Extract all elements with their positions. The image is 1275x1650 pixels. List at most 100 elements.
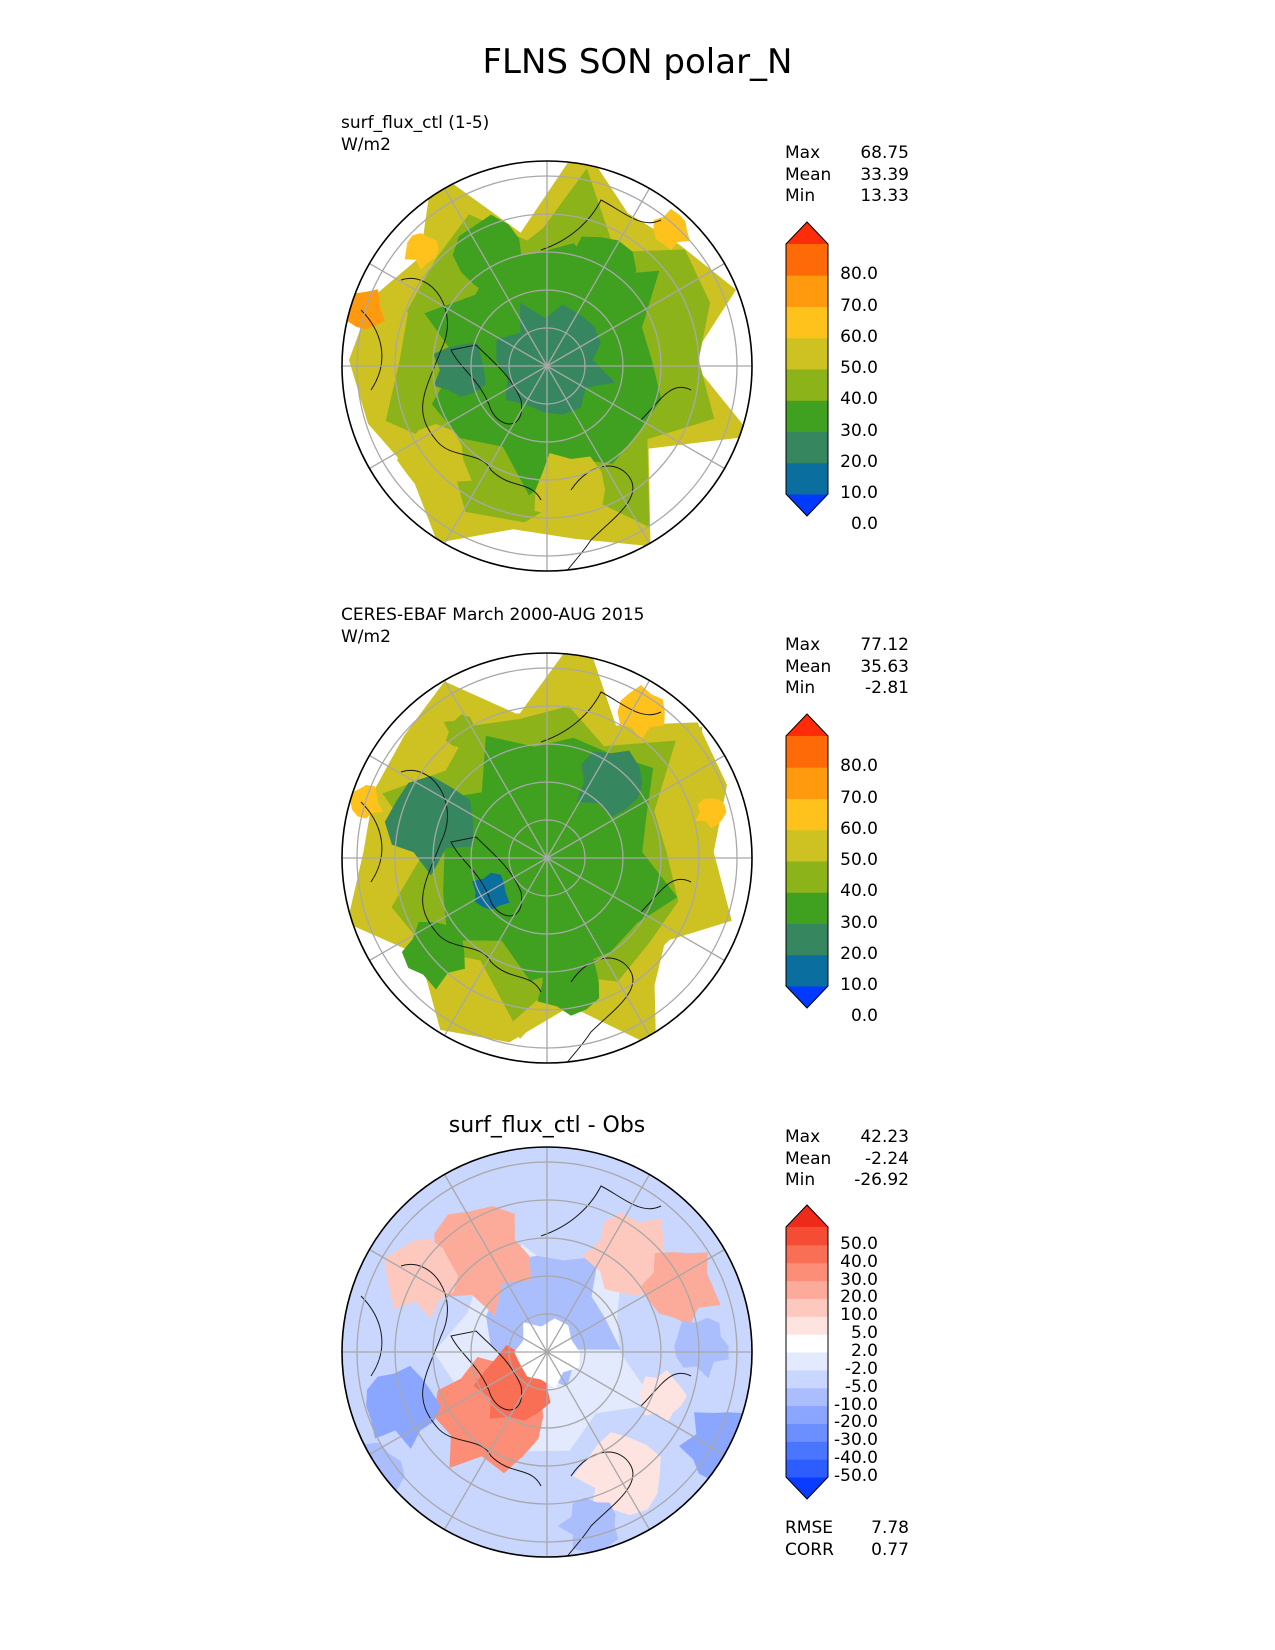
field-contour-fill [641,1252,721,1326]
colorbar-tick-label: 0.0 [850,1006,878,1027]
colorbar-segment [786,1316,828,1335]
field-contour-fill [557,1497,619,1552]
colorbar-tick-label: 80.0 [840,756,878,777]
panel-2-colorbar-labels: 80.0 70.0 60.0 50.0 40.0 30.0 20.0 10.0 0.0 [830,714,878,1026]
colorbar-tick-label: -5.0 [844,1376,878,1397]
colorbar-tick-label: 70.0 [840,295,878,316]
colorbar-tick-label: 70.0 [840,787,878,808]
colorbar-segment [786,923,828,956]
longitude-gridline [546,365,651,544]
colorbar-tick-label: 40.0 [840,1251,878,1272]
colorbar-tick-label: 10.0 [840,975,878,995]
stat-value: 13.33 [860,186,909,206]
longitude-gridline [546,365,725,470]
colorbar-tick-label: -50.0 [834,1466,878,1486]
panel-3-stats: Max 42.23 Mean -2.24 Min -26.92 [785,1127,909,1192]
stat-label: Min [785,186,816,206]
colorbar-segment [786,1459,828,1478]
stat-label: Mean [785,656,832,677]
colorbar-tick-label: 60.0 [840,818,878,839]
colorbar-segment [786,798,828,831]
longitude-gridline [546,857,651,1036]
coastline [360,801,383,883]
colorbar-tick-label: 10.0 [840,483,878,503]
colorbar-tick-label: -2.0 [844,1358,878,1379]
colorbar-extend-high [786,714,828,736]
colorbar-segment [786,462,828,495]
colorbar-segment [786,431,828,464]
colorbar-segment [786,1352,828,1371]
map-boundary [341,652,753,1064]
coastline [540,1185,662,1237]
longitude-gridline [546,754,725,859]
coastline [640,878,692,913]
stat-value: 35.63 [860,656,909,677]
field-contour-fill [582,1212,675,1296]
field-contour-fill [384,1238,459,1319]
stat-label: CORR [785,1539,834,1560]
colorbar-tick-label: 30.0 [840,420,878,441]
coastline [360,1295,383,1377]
colorbar-tick-label: 30.0 [840,1269,878,1290]
longitude-gridline [546,188,651,367]
field-contour-fill [433,1206,532,1316]
longitude-gridline [546,680,651,859]
field-contour-fill [639,1369,687,1423]
colorbar-tick-label: -40.0 [834,1448,878,1469]
longitude-gridline [546,1174,651,1353]
colorbar-segment [786,1262,828,1282]
panel-1-units-label: W/m2 [341,135,391,155]
stat-value: -2.81 [865,678,909,698]
field-contour-fill [366,1365,441,1449]
colorbar-segment [786,244,828,276]
longitude-gridline [443,1174,548,1353]
panel-3-title: surf_flux_ctl - Obs [448,1113,646,1138]
colorbar-tick-label: 20.0 [840,451,878,472]
coastline [360,309,383,391]
colorbar-tick-label: 10.0 [840,1305,878,1326]
longitude-gridline [369,262,548,367]
colorbar-segment [786,829,828,862]
colorbar-extend-low [786,1477,828,1499]
coastline [640,1372,692,1407]
panel-1-colorbar [785,221,829,517]
colorbar-segment [786,954,828,987]
coastline [540,691,662,743]
colorbar-tick-label: 30.0 [840,912,878,933]
panel-3-polar-map [341,1146,753,1558]
panel-2-units-label: W/m2 [341,627,391,647]
colorbar-tick-label: 80.0 [840,264,878,285]
figure-title: FLNS SON polar_N [482,42,793,82]
stat-value: 42.23 [860,1127,909,1147]
colorbar-extend-high [786,1205,828,1227]
stat-label: Min [785,1170,816,1190]
map-boundary [341,160,753,572]
colorbar-segment [786,1441,828,1460]
coastline [540,199,662,251]
colorbar-segment [786,861,828,893]
colorbar-tick-label: 2.0 [850,1341,878,1361]
field-contour-fill [653,208,690,251]
longitude-gridline [369,1248,548,1353]
stat-value: 33.39 [860,164,909,185]
field-contour-fill [566,236,637,312]
stat-value: 0.77 [871,1539,909,1560]
panel-3-colorbar-labels: 50.0 40.0 30.0 20.0 10.0 5.0 2.0 -2.0 -5.0 -10.0-… [830,1205,878,1499]
longitude-gridline [546,262,725,367]
colorbar-extend-high [786,222,828,244]
field-contour-fill [617,685,665,741]
stat-label: Mean [785,164,832,185]
longitude-gridline [369,365,548,470]
coastline [400,278,542,501]
field-contour-fill [674,1317,729,1379]
longitude-gridline [443,680,548,859]
colorbar-segment [786,892,828,924]
colorbar-segment [786,736,828,768]
longitude-gridline [443,365,548,544]
colorbar-tick-label: 0.0 [850,514,878,535]
colorbar-tick-label: 50.0 [840,1233,878,1254]
colorbar-segment [786,275,828,307]
coastline [400,770,542,993]
colorbar-tick-label: 40.0 [840,881,878,902]
colorbar-segment [786,1280,828,1299]
